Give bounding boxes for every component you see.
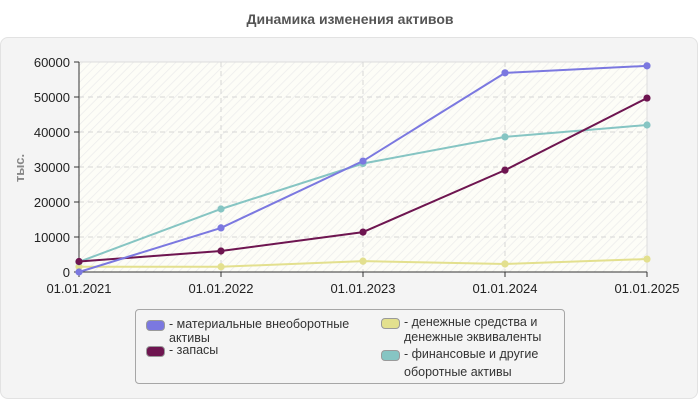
- y-axis-ticks: 0 10000 20000 30000 40000 50000 60000: [34, 55, 79, 280]
- legend-label: - финансовые и другие оборотные активы: [404, 347, 539, 379]
- x-tick-label: 01.01.2021: [46, 281, 111, 296]
- legend-item-financial-assets[interactable]: - финансовые и другие оборотные активы: [381, 347, 538, 381]
- data-series: [75, 62, 651, 276]
- series-line: [75, 94, 651, 266]
- legend-swatch-icon: [381, 318, 400, 329]
- y-tick-label: 0: [63, 265, 70, 280]
- data-point[interactable]: [501, 133, 509, 141]
- series-line: [75, 62, 651, 276]
- data-point[interactable]: [643, 62, 651, 70]
- legend-label: - материальные внеоборотные активы: [169, 317, 350, 345]
- y-axis-label: тыс.: [12, 154, 27, 182]
- data-point[interactable]: [501, 260, 509, 268]
- data-point[interactable]: [75, 268, 83, 276]
- x-tick-label: 01.01.2025: [614, 281, 679, 296]
- legend-label: - запасы: [169, 343, 219, 357]
- data-point[interactable]: [75, 257, 83, 266]
- data-point[interactable]: [501, 69, 509, 77]
- legend-swatch-icon: [381, 350, 400, 361]
- data-point[interactable]: [217, 224, 225, 232]
- y-tick-label: 30000: [34, 160, 70, 175]
- x-tick-label: 01.01.2024: [472, 281, 537, 296]
- data-point[interactable]: [643, 255, 651, 263]
- data-point[interactable]: [359, 257, 367, 265]
- x-tick-label: 01.01.2022: [188, 281, 253, 296]
- y-tick-label: 20000: [34, 195, 70, 210]
- data-point[interactable]: [217, 247, 225, 255]
- data-point[interactable]: [359, 157, 367, 165]
- data-point[interactable]: [217, 205, 225, 213]
- legend-item-fixed-assets[interactable]: - материальные внеоборотные активы: [146, 317, 349, 345]
- y-tick-label: 50000: [34, 90, 70, 105]
- data-point[interactable]: [217, 263, 225, 271]
- y-tick-label: 40000: [34, 125, 70, 140]
- x-axis-ticks: 01.01.2021 01.01.2022 01.01.2023 01.01.2024…: [46, 272, 680, 296]
- x-tick-label: 01.01.2023: [330, 281, 395, 296]
- y-tick-label: 10000: [34, 230, 70, 245]
- legend-swatch-icon: [146, 320, 165, 331]
- legend: - материальные внеоборотные активы - зап…: [135, 309, 565, 384]
- data-point[interactable]: [643, 94, 651, 102]
- data-point[interactable]: [501, 166, 509, 174]
- legend-swatch-icon: [146, 346, 165, 357]
- y-tick-label: 60000: [34, 55, 70, 70]
- chart-title: Динамика изменения активов: [246, 11, 454, 27]
- legend-item-cash[interactable]: - денежные средства и денежные эквивален…: [381, 315, 541, 345]
- legend-item-inventory[interactable]: - запасы: [146, 343, 218, 357]
- data-point[interactable]: [359, 228, 367, 236]
- legend-label: - денежные средства и денежные эквивален…: [404, 315, 542, 344]
- data-point[interactable]: [643, 121, 651, 129]
